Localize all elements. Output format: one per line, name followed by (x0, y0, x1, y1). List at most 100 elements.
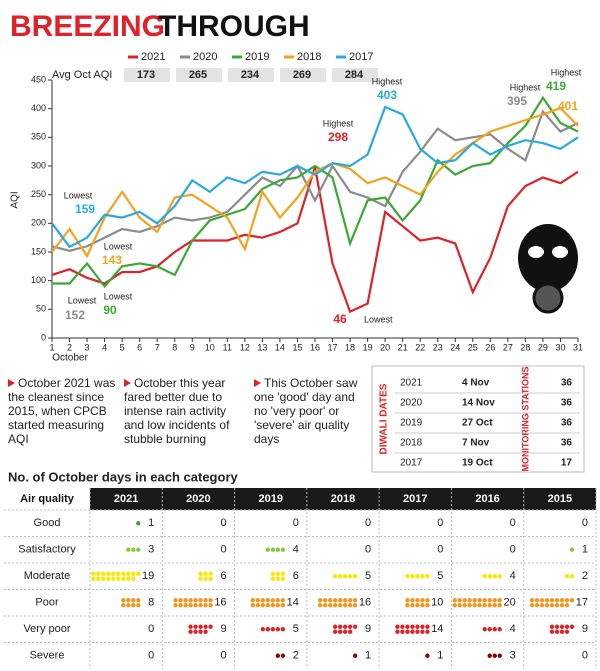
series-line (52, 95, 579, 289)
dot (208, 624, 213, 629)
dot (188, 603, 193, 608)
annotation-value: 298 (328, 130, 348, 144)
dot (275, 598, 281, 603)
avg-value: 284 (345, 69, 364, 81)
legend-label: 2021 (141, 51, 165, 63)
x-tick-label: 22 (415, 342, 425, 352)
dot (497, 627, 502, 632)
dots (452, 598, 502, 608)
dot (265, 547, 271, 552)
series-line (51, 166, 579, 314)
dot (337, 574, 343, 579)
table-header-bg (90, 488, 596, 510)
diwali-year: 2017 (400, 458, 423, 469)
x-tick-label: 11 (223, 342, 232, 352)
dots (352, 653, 358, 658)
count: 16 (214, 597, 226, 609)
dot (352, 574, 358, 579)
count: 0 (293, 517, 299, 529)
dot (96, 576, 101, 581)
annotation-value: 403 (377, 88, 397, 102)
count: 5 (437, 570, 443, 582)
dot (559, 598, 565, 603)
dot (342, 629, 348, 634)
dot (420, 603, 425, 608)
dots (91, 571, 141, 581)
dot (327, 603, 333, 608)
dot (569, 624, 575, 629)
dots (270, 571, 286, 581)
dot (559, 629, 565, 634)
dot (492, 653, 497, 658)
dot (198, 629, 203, 634)
y-tick-label: 450 (31, 74, 46, 84)
dots (250, 598, 286, 608)
count: 1 (148, 517, 154, 529)
dot (270, 547, 276, 552)
count: 9 (365, 623, 371, 635)
count: 2 (293, 650, 299, 662)
dot (405, 598, 410, 603)
dot (198, 603, 203, 608)
dot (260, 627, 266, 632)
dot (352, 653, 358, 658)
count: 1 (437, 650, 443, 662)
dot (337, 603, 343, 608)
dot (121, 598, 126, 603)
dot (405, 603, 410, 608)
dot (347, 603, 353, 608)
dot (275, 627, 281, 632)
dot (497, 574, 502, 579)
dot (457, 603, 462, 608)
dot (275, 576, 281, 581)
dot (472, 598, 477, 603)
dot (280, 603, 286, 608)
dot (487, 603, 492, 608)
count: 4 (293, 544, 299, 556)
dot (131, 547, 136, 552)
dots (188, 624, 213, 634)
annotation-value: 159 (75, 202, 95, 216)
dot (260, 603, 266, 608)
diwali-stations: 36 (561, 438, 573, 449)
dot (410, 574, 415, 579)
dot (188, 629, 193, 634)
dot (173, 603, 178, 608)
dot (131, 576, 136, 581)
dot (101, 571, 106, 576)
dot (482, 574, 487, 579)
count: 0 (220, 650, 226, 662)
dot (564, 624, 570, 629)
dot (265, 598, 271, 603)
note-text: This October saw one 'good' day and no '… (254, 376, 358, 446)
dot (131, 598, 136, 603)
dot (425, 624, 430, 629)
avg-label: Avg Oct AQI (52, 69, 112, 81)
count: 6 (220, 570, 226, 582)
x-tick-label: 24 (450, 342, 460, 352)
dots (569, 547, 575, 552)
avg-value: 173 (137, 69, 155, 81)
dots (487, 653, 502, 658)
dots (425, 653, 430, 658)
dot (126, 571, 131, 576)
dot (405, 629, 410, 634)
dot (482, 598, 487, 603)
count: 0 (148, 623, 154, 635)
dot (420, 598, 425, 603)
dot (457, 598, 462, 603)
dot (415, 598, 420, 603)
count: 0 (437, 517, 443, 529)
count: 0 (365, 517, 371, 529)
dot (410, 629, 415, 634)
dots (405, 598, 430, 608)
dot (203, 629, 208, 634)
diwali-box (371, 365, 585, 473)
dot (472, 603, 477, 608)
annotation-value: 90 (103, 303, 117, 317)
dots (564, 574, 575, 579)
dot (420, 624, 425, 629)
dot (549, 629, 555, 634)
x-tick-label: 30 (555, 342, 565, 352)
dot (178, 603, 183, 608)
